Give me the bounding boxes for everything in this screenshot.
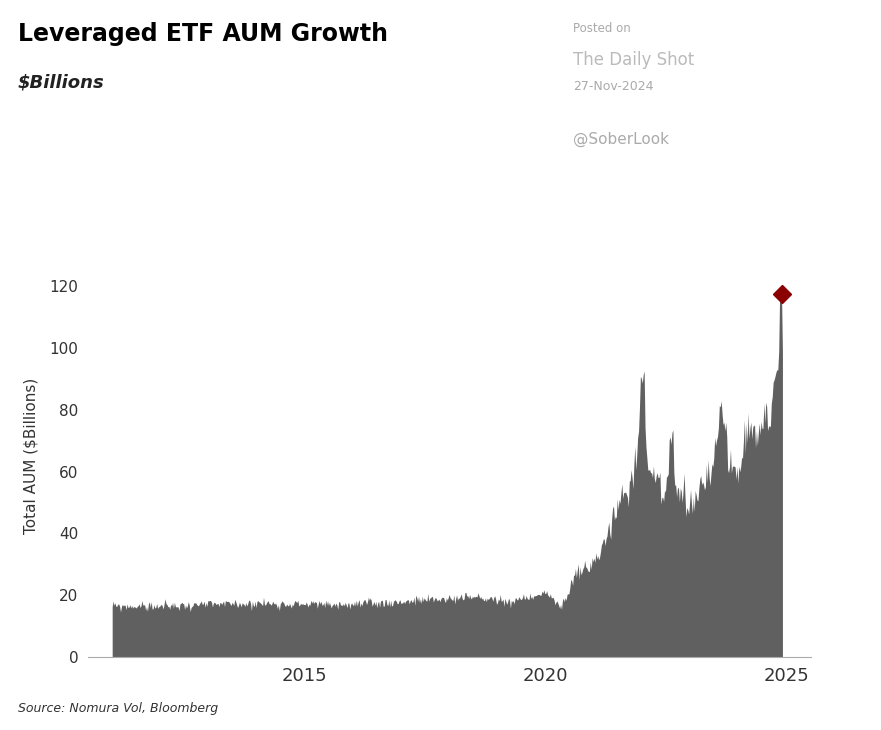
Text: Posted on: Posted on [573,22,631,35]
Text: 27-Nov-2024: 27-Nov-2024 [573,80,653,93]
Text: Leveraged ETF AUM Growth: Leveraged ETF AUM Growth [18,22,388,46]
Y-axis label: Total AUM ($Billions): Total AUM ($Billions) [24,378,39,534]
Text: $Billions: $Billions [18,73,104,91]
Text: The Daily Shot: The Daily Shot [573,51,694,69]
Text: Source: Nomura Vol, Bloomberg: Source: Nomura Vol, Bloomberg [18,702,218,715]
Text: @SoberLook: @SoberLook [573,131,669,147]
